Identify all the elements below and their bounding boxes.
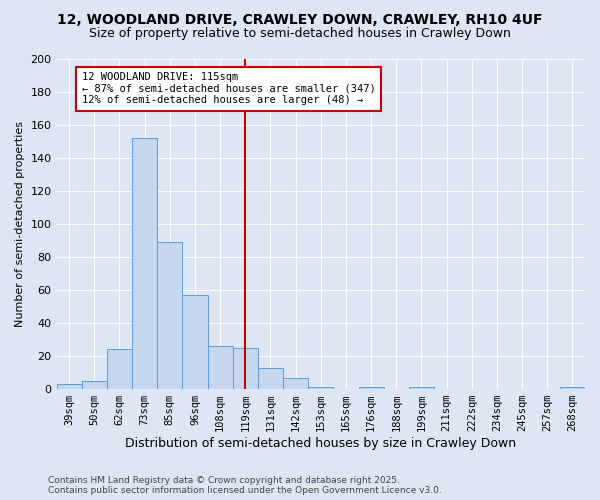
Bar <box>560 388 585 389</box>
Bar <box>258 368 283 389</box>
Bar <box>182 295 208 389</box>
Bar <box>56 384 82 389</box>
Bar <box>208 346 233 389</box>
Bar <box>157 242 182 389</box>
X-axis label: Distribution of semi-detached houses by size in Crawley Down: Distribution of semi-detached houses by … <box>125 437 517 450</box>
Bar <box>107 350 132 389</box>
Text: 12 WOODLAND DRIVE: 115sqm
← 87% of semi-detached houses are smaller (347)
12% of: 12 WOODLAND DRIVE: 115sqm ← 87% of semi-… <box>82 72 376 106</box>
Bar <box>359 388 383 389</box>
Text: 12, WOODLAND DRIVE, CRAWLEY DOWN, CRAWLEY, RH10 4UF: 12, WOODLAND DRIVE, CRAWLEY DOWN, CRAWLE… <box>57 12 543 26</box>
Bar <box>308 388 334 389</box>
Bar <box>283 378 308 389</box>
Bar <box>132 138 157 389</box>
Bar <box>82 381 107 389</box>
Bar <box>409 388 434 389</box>
Text: Contains HM Land Registry data © Crown copyright and database right 2025.
Contai: Contains HM Land Registry data © Crown c… <box>48 476 442 495</box>
Text: Size of property relative to semi-detached houses in Crawley Down: Size of property relative to semi-detach… <box>89 28 511 40</box>
Bar <box>233 348 258 389</box>
Y-axis label: Number of semi-detached properties: Number of semi-detached properties <box>15 121 25 327</box>
